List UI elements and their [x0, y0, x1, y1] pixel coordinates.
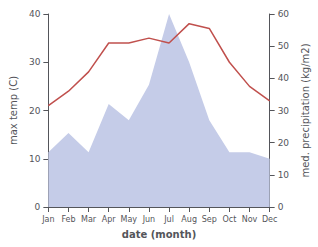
svg-text:60: 60 [278, 9, 290, 19]
svg-text:30: 30 [278, 106, 290, 116]
svg-text:10: 10 [29, 154, 41, 164]
svg-text:Jun: Jun [142, 215, 156, 224]
svg-text:max temp (C): max temp (C) [8, 76, 19, 145]
svg-text:med. precipitation (kg/m2): med. precipitation (kg/m2) [300, 43, 311, 177]
svg-text:10: 10 [278, 170, 290, 180]
svg-text:Jul: Jul [163, 215, 174, 224]
svg-text:Jan: Jan [41, 215, 54, 224]
svg-text:Sep: Sep [202, 215, 217, 224]
svg-text:0: 0 [278, 202, 284, 212]
svg-text:Mar: Mar [81, 215, 97, 224]
svg-text:Apr: Apr [102, 215, 117, 224]
svg-text:Oct: Oct [222, 215, 236, 224]
svg-text:Dec: Dec [262, 215, 277, 224]
svg-text:May: May [121, 215, 138, 224]
svg-text:40: 40 [278, 73, 290, 83]
svg-text:Aug: Aug [181, 215, 197, 224]
svg-text:40: 40 [29, 9, 41, 19]
svg-text:0: 0 [35, 202, 41, 212]
svg-text:Nov: Nov [242, 215, 258, 224]
svg-text:date (month): date (month) [122, 229, 196, 240]
svg-text:50: 50 [278, 41, 290, 51]
svg-text:20: 20 [278, 138, 290, 148]
svg-text:30: 30 [29, 57, 41, 67]
svg-text:Feb: Feb [61, 215, 75, 224]
svg-text:20: 20 [29, 106, 41, 116]
